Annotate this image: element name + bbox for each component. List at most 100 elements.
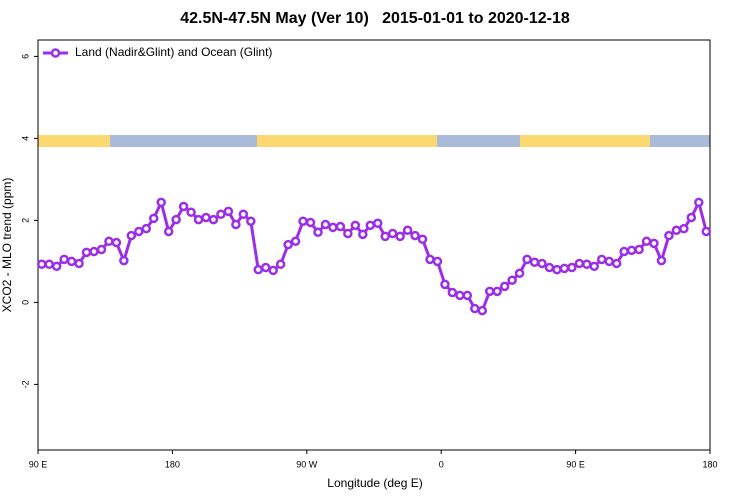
data-point [141,223,152,234]
x-tick-label: 180 [702,459,717,469]
data-point [447,287,458,298]
data-point [507,275,517,286]
data-point [231,219,241,230]
data-point [410,230,420,241]
y-tick-label: 2 [20,218,30,223]
data-point [619,246,629,257]
x-tick-label: 90 E [566,459,585,469]
data-point [522,254,532,265]
data-point [246,216,256,226]
y-tick-label: 6 [20,54,30,59]
data-point [365,220,376,231]
y-tick-label: -2 [20,380,30,388]
plot-frame [37,39,711,451]
data-point [499,281,510,292]
data-point [298,216,308,226]
data-point [313,227,323,238]
x-tick-label: 0 [439,459,444,469]
data-point [260,262,271,273]
data-point [89,246,99,257]
data-point [656,255,667,266]
data-point [582,259,592,270]
y-tick-label: 4 [20,136,30,141]
data-point [604,256,614,267]
data-point [171,214,181,225]
data-point [387,228,398,239]
y-axis-label: XCO2 - MLO trend (ppm) [0,178,14,313]
data-point [216,209,226,219]
data-point [514,268,525,279]
data-point [290,236,301,247]
legend-label: Land (Nadir&Glint) and Ocean (Glint) [75,45,272,59]
data-point [96,244,107,255]
data-point [44,259,54,270]
x-tick-label: 180 [165,459,180,469]
data-point [701,226,712,237]
data-point [432,256,443,267]
data-point [305,217,316,228]
data-point [283,239,293,250]
data-point [544,262,555,273]
data-point [477,305,488,316]
data-point [664,230,674,241]
data-point [537,258,547,269]
map-strip [38,135,710,147]
data-point [402,225,413,235]
x-tick-label: 90 E [29,459,48,469]
data-point [574,258,585,269]
data-point [238,209,249,219]
data-point [694,197,704,208]
data-point [440,279,450,290]
data-point [201,212,211,223]
data-point [119,255,129,266]
chart-title: 42.5N-47.5N May (Ver 10) 2015-01-01 to 2… [180,10,570,27]
data-point [611,258,622,269]
data-point [559,263,570,274]
data-point [81,247,92,258]
data-point [395,231,405,242]
data-point [186,207,196,217]
data-point [163,226,174,237]
data-point [36,259,47,270]
data-point [208,214,219,225]
data-point [634,244,644,255]
data-point [380,231,390,242]
data-point [268,265,278,276]
data-point [372,218,383,229]
data-point [134,226,144,237]
data-point [126,230,137,241]
data-point [223,206,234,217]
data-point [552,264,562,275]
data-point [425,254,435,265]
x-tick-label: 90 W [296,459,318,469]
data-point [104,236,114,247]
data-point [470,303,480,314]
data-point [417,234,428,245]
data-point [320,219,331,230]
data-point [193,214,204,225]
data-point [686,212,697,223]
data-point [649,238,659,249]
data-point [641,236,652,247]
data-point [59,254,69,265]
data-point [156,197,166,208]
data-point [66,256,77,267]
data-point [462,290,473,301]
data-point [492,286,502,297]
data-point [74,258,84,269]
data-point [455,290,465,301]
data-point [626,245,637,256]
data-point [358,229,368,240]
data-point [350,220,361,231]
data-point [679,223,689,234]
data-point [335,221,346,232]
data-point [275,259,286,270]
data-point [178,201,189,212]
data-point [343,228,353,239]
data-point [567,262,577,273]
series-line [41,197,708,313]
data-point [596,254,607,265]
legend-marker [50,48,61,58]
data-point [589,261,600,272]
